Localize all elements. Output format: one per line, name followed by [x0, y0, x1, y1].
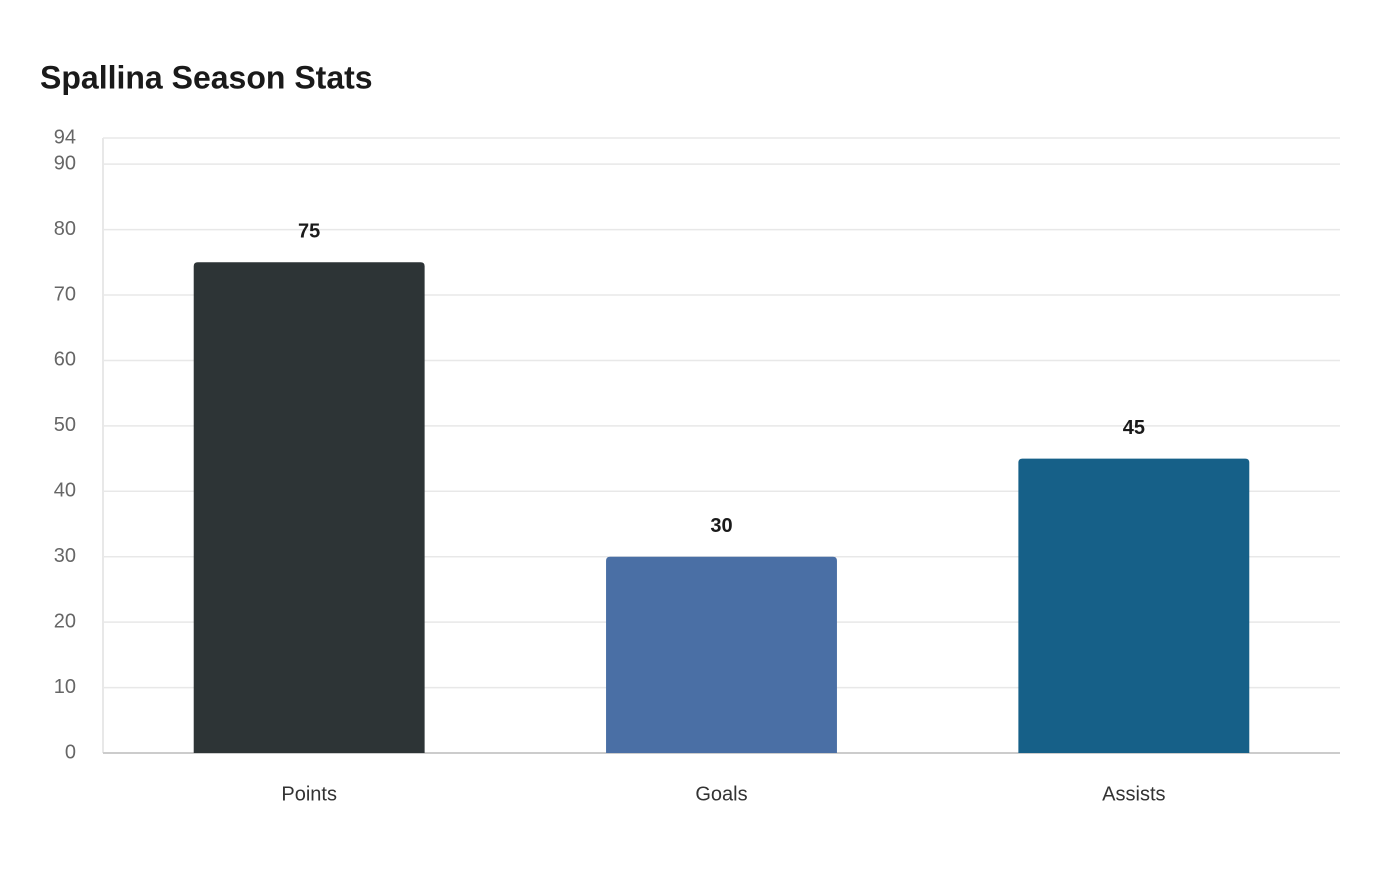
y-tick-label: 10: [54, 676, 76, 698]
bar: [606, 556, 837, 753]
y-tick-label: 20: [54, 610, 76, 632]
chart-title: Spallina Season Stats: [40, 59, 373, 95]
value-label: 45: [1123, 417, 1145, 439]
y-tick-label: 94: [54, 126, 76, 148]
value-label: 75: [298, 221, 320, 243]
x-tick-label: Points: [281, 783, 337, 805]
y-tick-label: 40: [54, 480, 76, 502]
y-tick-label: 50: [54, 414, 76, 436]
y-tick-label: 30: [54, 545, 76, 567]
bar: [1018, 458, 1250, 753]
value-label: 30: [710, 515, 732, 537]
y-tick-label: 60: [54, 349, 76, 371]
x-tick-label: Assists: [1102, 783, 1165, 805]
y-tick-label: 70: [54, 283, 76, 305]
y-tick-label: 0: [65, 741, 76, 763]
y-tick-label: 90: [54, 152, 76, 174]
y-tick-label: 80: [54, 218, 76, 240]
bar: [193, 262, 425, 753]
x-tick-label: Goals: [695, 783, 747, 805]
